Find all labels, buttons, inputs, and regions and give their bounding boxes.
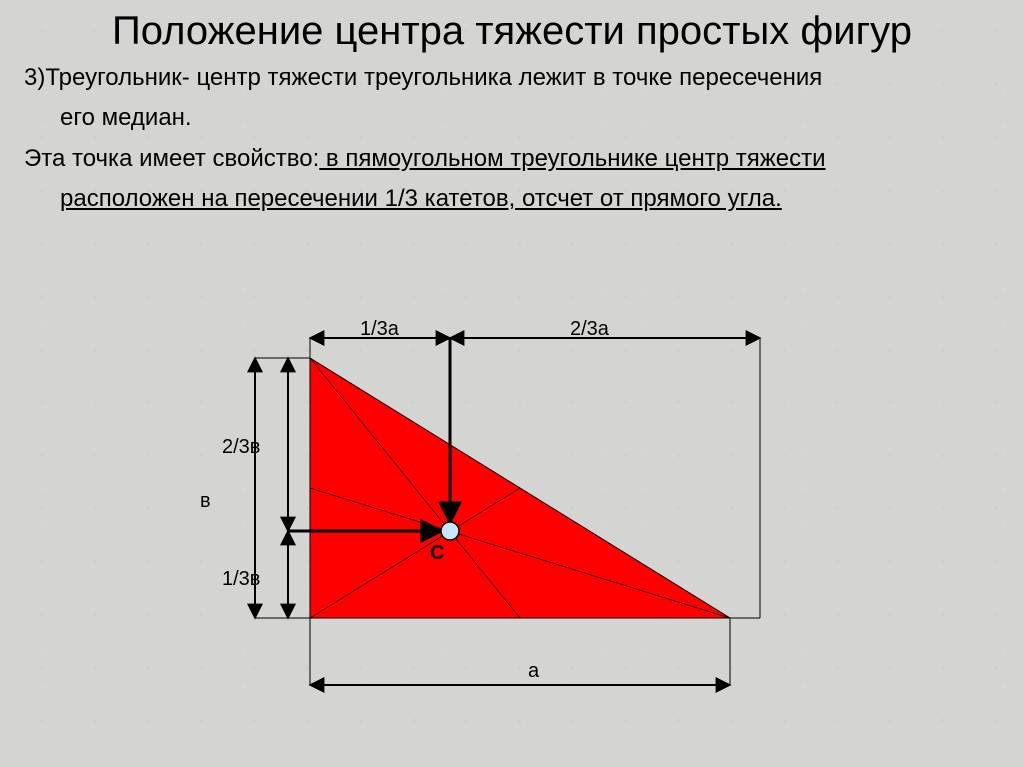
label-dim_2_3v: 2/3в <box>222 436 260 459</box>
label-axis_v: в <box>200 490 211 513</box>
paragraph-2-underline-b: расположен на пересечении 1/3 катетов, о… <box>60 185 782 212</box>
label-centroid: С <box>430 542 444 565</box>
paragraph-2-line-1: Эта точка имеет свойство: в пямоугольном… <box>0 139 1024 179</box>
page-title: Положение центра тяжести простых фигур <box>0 0 1024 58</box>
label-dim_1_3v: 1/3в <box>222 568 260 591</box>
paragraph-2-lead: Эта точка имеет свойство: <box>24 145 319 172</box>
label-dim_2_3a: 2/3а <box>570 318 609 341</box>
paragraph-1-line-2: его медиан. <box>0 98 1024 138</box>
label-axis_a: а <box>528 660 539 683</box>
paragraph-2-underline-a: в пямоугольном треугольнике центр тяжест… <box>319 145 825 172</box>
label-dim_1_3a: 1/3а <box>360 318 399 341</box>
paragraph-1-line-1: 3)Треугольник- центр тяжести треугольник… <box>0 58 1024 98</box>
paragraph-2-line-2: расположен на пересечении 1/3 катетов, о… <box>0 179 1024 219</box>
